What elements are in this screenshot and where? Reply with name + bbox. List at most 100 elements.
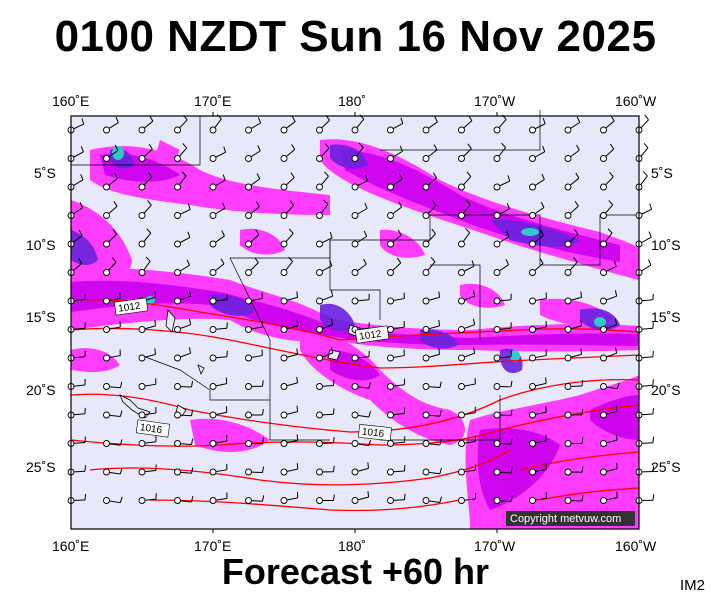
wind-station-circle (138, 126, 146, 134)
wind-station-circle (138, 212, 146, 219)
wind-station-circle (316, 326, 323, 333)
wind-barb-flag (333, 494, 335, 501)
wind-barb-flag (216, 114, 222, 120)
wind-station-circle (316, 212, 323, 219)
wind-barb-flag (648, 231, 652, 238)
lat-label-5s-left: 5˚S (34, 165, 56, 181)
wind-barb-flag (187, 231, 191, 238)
wind-station-circle (529, 411, 536, 419)
wind-station-circle (422, 326, 430, 333)
wind-station-circle (316, 411, 323, 419)
wind-barb-flag (190, 438, 194, 445)
wind-barb-flag (190, 409, 194, 416)
wind-station-circle (245, 497, 252, 504)
wind-station-circle (600, 354, 607, 362)
wind-barb-flag (147, 171, 153, 178)
wind-barb-flag (255, 201, 260, 207)
wind-barb-flag (190, 380, 194, 388)
wind-barb-flag (288, 228, 294, 234)
wind-barb-flag (581, 379, 584, 387)
wind-station-circle (600, 297, 607, 305)
wind-barb-flag (614, 318, 618, 325)
wind-barb-flag (149, 115, 154, 122)
wind-station-circle (564, 183, 572, 191)
wind-station-circle (209, 297, 217, 305)
wind-barb-flag (80, 174, 84, 180)
wind-station-circle (209, 126, 217, 134)
lat-label-20s-right: 20˚S (651, 382, 681, 398)
wind-station-circle (564, 126, 572, 134)
wind-station-circle (529, 240, 536, 248)
wind-station-circle (387, 212, 394, 219)
wind-station-circle (458, 183, 465, 191)
lat-label-15s-right: 15˚S (651, 309, 681, 325)
wind-station-circle (387, 155, 394, 162)
wind-barb-flag (398, 201, 403, 208)
wind-barb-flag (80, 146, 84, 153)
wind-barb-flag (261, 466, 265, 473)
wind-barb-flag (507, 175, 511, 182)
wind-barb-flag (365, 174, 368, 181)
wind-barb-flag (576, 116, 581, 123)
copyright-text: Copyright metvuw.com (510, 513, 621, 525)
wind-station-circle (351, 468, 359, 476)
wind-station-circle (174, 383, 181, 390)
wind-station-circle (458, 269, 465, 276)
wind-station-circle (174, 212, 181, 219)
wind-station-circle (493, 126, 501, 134)
wind-station-circle (458, 411, 465, 419)
wind-station-circle (600, 326, 607, 333)
wind-barb-flag (289, 200, 295, 206)
wind-station-circle (387, 183, 394, 191)
wind-station-circle (138, 183, 146, 191)
wind-station-circle (458, 354, 465, 362)
wind-station-circle (600, 155, 607, 162)
wind-station-circle (209, 155, 217, 162)
wind-station-circle (564, 326, 572, 333)
wind-station-circle (600, 240, 607, 248)
wind-station-circle (138, 326, 146, 333)
wind-station-circle (245, 212, 252, 219)
wind-station-circle (600, 411, 607, 419)
wind-barb-flag (510, 495, 513, 502)
wind-barb-flag (262, 380, 264, 387)
wind-station-circle (280, 468, 288, 476)
wind-station-circle (422, 126, 430, 134)
wind-barb-flag (505, 259, 510, 265)
wind-station-circle (174, 269, 181, 276)
wind-station-circle (564, 468, 572, 476)
wind-station-circle (280, 155, 288, 162)
wind-station-circle (103, 240, 110, 248)
wind-barb-flag (465, 228, 471, 234)
wind-station-circle (529, 354, 536, 362)
wind-barb-flag (540, 201, 545, 208)
wind-barb-flag (188, 318, 192, 325)
lat-labels-left: 5˚S 10˚S 15˚S 20˚S 25˚S (26, 165, 56, 475)
wind-barb-flag (610, 115, 615, 122)
isobar-label-3: 1016 (139, 422, 163, 436)
wind-barb-flag (296, 434, 299, 441)
isobar-label-2: 1012 (359, 329, 383, 343)
wind-station-circle (351, 411, 359, 419)
wind-station-circle (493, 383, 501, 390)
wind-barb-flag (471, 260, 475, 267)
wind-barb-flag (324, 143, 330, 149)
wind-station-circle (103, 497, 110, 504)
wind-station-circle (458, 126, 465, 134)
wind-barb-flag (324, 171, 329, 177)
wind-station-circle (209, 354, 217, 362)
wind-station-circle (280, 440, 288, 447)
wind-barb-flag (580, 348, 583, 355)
wind-barb-flag (256, 173, 261, 180)
wind-station-circle (174, 183, 181, 191)
wind-station-circle (174, 354, 181, 362)
wind-barb-flag (78, 230, 83, 236)
wind-station-circle (600, 440, 607, 447)
wind-station-circle (564, 240, 572, 248)
wind-station-circle (600, 212, 607, 219)
wind-station-circle (351, 155, 359, 162)
lat-label-20s-left: 20˚S (26, 382, 56, 398)
wind-station-circle (564, 440, 572, 447)
wind-barb-flag (613, 260, 617, 267)
wind-barb-flag (438, 291, 441, 298)
